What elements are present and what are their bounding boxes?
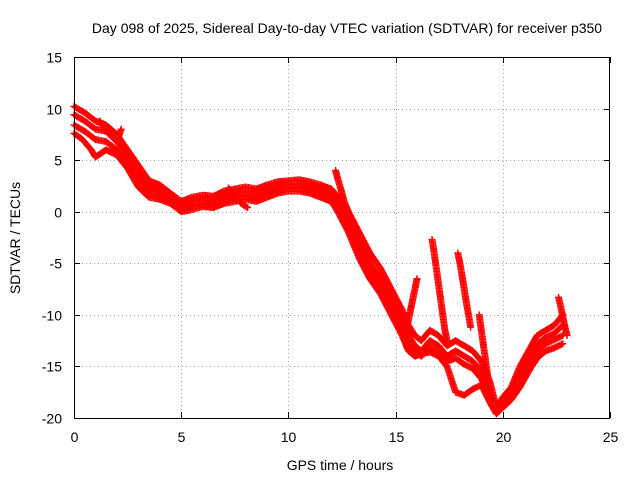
x-axis-label: GPS time / hours bbox=[287, 457, 394, 473]
data-points bbox=[70, 103, 571, 418]
data-point bbox=[242, 203, 250, 211]
data-point bbox=[344, 208, 352, 216]
series-spike-a bbox=[332, 166, 352, 216]
y-tick-label: 5 bbox=[54, 153, 62, 169]
y-tick-label: -15 bbox=[42, 359, 62, 375]
y-tick-label: 10 bbox=[46, 102, 62, 118]
x-tick-label: 25 bbox=[603, 429, 619, 445]
y-tick-label: -5 bbox=[50, 256, 63, 272]
axis-ticks: 0 5 10 15 20 25 -20 -15 -10 -5 0 5 10 15 bbox=[42, 50, 619, 446]
chart-title: Day 098 of 2025, Sidereal Day-to-day VTE… bbox=[92, 20, 602, 36]
data-point bbox=[402, 326, 410, 334]
data-point bbox=[486, 388, 494, 396]
series-spike-e bbox=[475, 311, 494, 396]
series-track-1 bbox=[70, 103, 567, 412]
x-tick-label: 10 bbox=[281, 429, 297, 445]
x-tick-label: 20 bbox=[496, 429, 512, 445]
series-spike-b bbox=[428, 236, 451, 345]
data-point bbox=[443, 337, 451, 345]
y-tick-label: -20 bbox=[42, 411, 62, 427]
data-point bbox=[467, 323, 475, 331]
series-track-3 bbox=[70, 121, 567, 414]
data-point bbox=[244, 204, 252, 212]
x-tick-label: 5 bbox=[178, 429, 186, 445]
series-spike-c bbox=[454, 249, 475, 331]
data-point bbox=[117, 125, 125, 133]
series-spike-h bbox=[555, 293, 571, 339]
y-axis-label: SDTVAR / TECUs bbox=[7, 182, 23, 294]
series-spike-d bbox=[402, 275, 421, 334]
series-spike-f bbox=[224, 184, 252, 212]
data-point bbox=[563, 331, 571, 339]
x-tick-label: 0 bbox=[71, 429, 79, 445]
plot-frame bbox=[74, 57, 610, 419]
y-tick-label: 0 bbox=[54, 205, 62, 221]
series-spike-g bbox=[96, 117, 125, 146]
series-track-4 bbox=[70, 129, 567, 418]
y-tick-label: 15 bbox=[46, 50, 62, 66]
x-tick-label: 15 bbox=[389, 429, 405, 445]
y-tick-label: -10 bbox=[42, 308, 62, 324]
data-point bbox=[559, 340, 567, 348]
